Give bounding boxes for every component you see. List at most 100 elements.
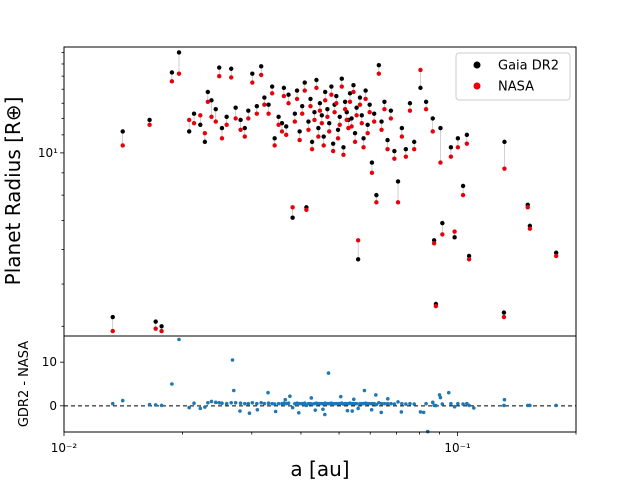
nasa-point <box>317 108 323 113</box>
diff-point <box>266 401 271 406</box>
gaia-point <box>464 132 470 138</box>
nasa-point <box>374 200 379 205</box>
nasa-point <box>147 122 152 128</box>
gaia-point <box>191 111 197 116</box>
nasa-point <box>217 73 222 79</box>
diff-point <box>255 401 259 406</box>
legend-nasa-label: NASA <box>498 80 534 95</box>
diff-point <box>217 400 222 405</box>
gaia-point <box>339 76 344 81</box>
gaia-point <box>357 95 363 100</box>
diff-point <box>259 400 263 405</box>
gaia-point <box>198 122 203 128</box>
bottom-x-tick-label: 10⁻¹ <box>444 441 471 455</box>
diff-point <box>379 410 384 415</box>
diff-point <box>382 401 387 406</box>
diff-point <box>230 358 235 362</box>
gaia-point <box>205 89 211 95</box>
gaia-point <box>312 109 317 115</box>
gaia-point <box>219 125 225 131</box>
legend-nasa-marker <box>473 82 481 90</box>
gaia-point <box>382 99 387 105</box>
nasa-point <box>276 122 281 128</box>
diff-point <box>203 405 207 409</box>
nasa-point <box>460 192 466 198</box>
nasa-point <box>300 111 305 116</box>
gaia-point <box>229 66 234 71</box>
nasa-point <box>342 106 348 112</box>
diff-point <box>392 402 397 406</box>
nasa-point <box>339 84 344 89</box>
nasa-point <box>279 129 285 134</box>
diff-point <box>220 401 224 406</box>
nasa-point <box>327 129 332 134</box>
nasa-point <box>376 71 382 76</box>
diff-point <box>283 397 288 402</box>
diff-point <box>147 402 152 407</box>
nasa-point <box>337 122 342 128</box>
gaia-point <box>209 98 214 103</box>
gaia-point <box>153 319 158 324</box>
diff-point <box>554 403 558 408</box>
diff-point <box>233 400 238 405</box>
diff-point <box>399 410 404 414</box>
diff-point <box>170 382 174 386</box>
gaia-point <box>233 105 238 110</box>
diff-point <box>288 394 292 399</box>
gaia-point <box>159 324 164 329</box>
diff-point <box>350 409 355 413</box>
diff-point <box>177 337 181 342</box>
gaia-point <box>272 136 277 141</box>
nasa-point <box>330 148 336 154</box>
nasa-point <box>272 143 277 148</box>
diff-point <box>120 398 125 403</box>
bottom-plot-area <box>64 336 576 432</box>
gaia-point <box>374 192 379 198</box>
nasa-point <box>365 130 370 136</box>
diff-point <box>187 405 191 410</box>
diff-point <box>242 401 247 406</box>
nasa-point <box>153 326 158 331</box>
diff-point <box>224 401 229 406</box>
diff-point <box>110 401 115 406</box>
nasa-point <box>363 96 368 102</box>
diff-point <box>449 401 453 406</box>
diff-point <box>434 403 438 408</box>
nasa-point <box>553 253 559 259</box>
diff-point <box>386 397 390 401</box>
bottom-y-ticks: 0 10 <box>42 355 64 413</box>
nasa-point <box>266 111 271 116</box>
nasa-point <box>392 156 397 161</box>
nasa-point <box>186 117 192 123</box>
gaia-point <box>254 103 260 109</box>
nasa-point <box>379 127 384 132</box>
bottom-panel: 0 10 10⁻² 10⁻¹ GDR2 - NASA a [au] <box>17 335 577 480</box>
nasa-point <box>369 170 375 176</box>
gaia-point <box>202 139 208 145</box>
gaia-point <box>276 114 281 120</box>
diff-point <box>272 402 277 406</box>
gaia-point <box>341 145 346 150</box>
nasa-point <box>501 314 507 320</box>
gaia-point <box>284 124 289 129</box>
gaia-point <box>371 111 377 116</box>
nasa-point <box>388 116 394 121</box>
gaia-point <box>376 62 382 68</box>
nasa-point <box>319 120 325 126</box>
nasa-point <box>250 80 255 85</box>
nasa-point <box>464 141 470 146</box>
nasa-point <box>209 114 214 120</box>
legend-box <box>455 52 571 101</box>
diff-point <box>309 396 314 400</box>
gaia-point <box>217 65 222 70</box>
diff-point <box>286 401 291 406</box>
diff-point <box>389 401 393 406</box>
diff-point <box>461 402 465 406</box>
nasa-point <box>455 145 461 150</box>
gaia-point <box>354 105 359 110</box>
gaia-point <box>325 106 330 112</box>
gaia-point <box>308 96 313 102</box>
gaia-point <box>269 84 275 89</box>
nasa-point <box>312 117 317 123</box>
nasa-point <box>367 109 372 115</box>
